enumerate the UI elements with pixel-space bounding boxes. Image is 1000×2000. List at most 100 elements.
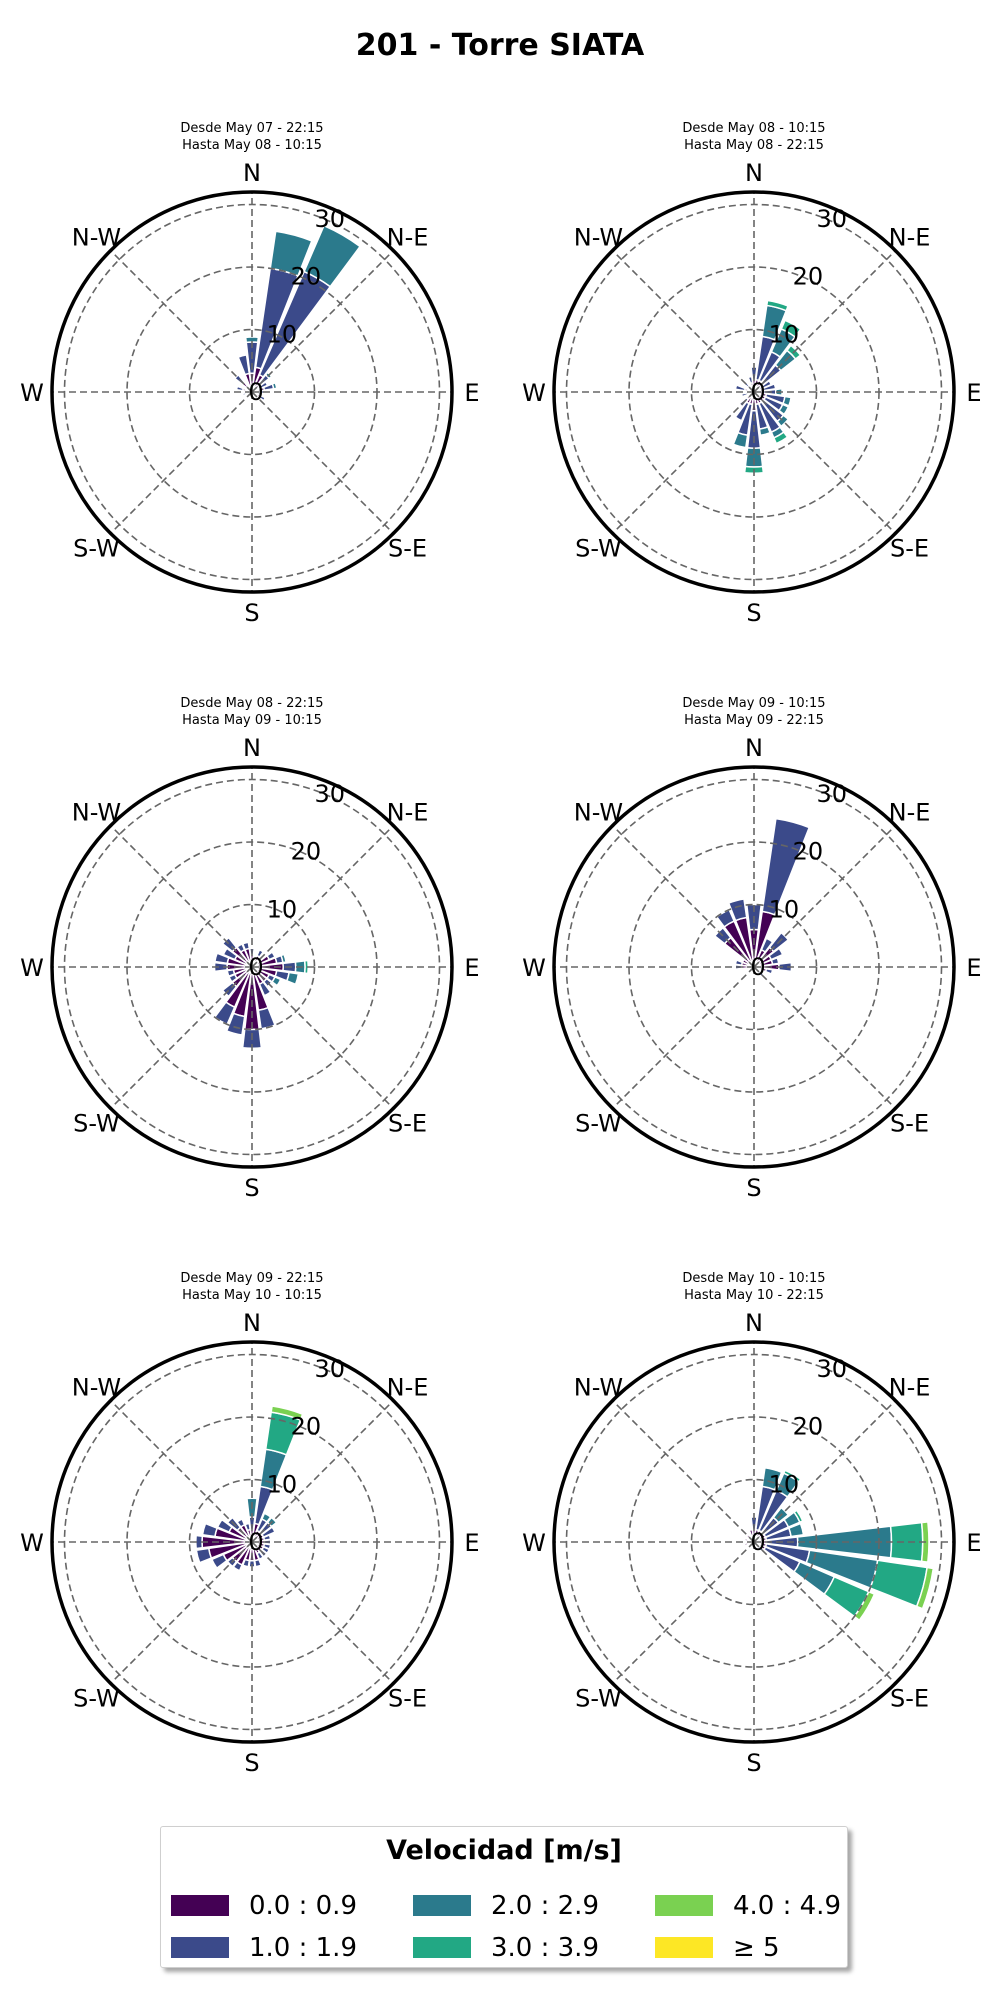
direction-label: S-E — [890, 535, 929, 563]
sector-bar — [225, 1012, 246, 1036]
sector-bar — [765, 299, 790, 312]
legend: Velocidad [m/s] 0.0 : 0.9 1.0 : 1.9 2.0 … — [160, 1826, 848, 1968]
sector-bar — [255, 948, 265, 959]
sector-bar — [793, 1509, 804, 1524]
direction-label: W — [20, 379, 44, 407]
panel-subtitle: Desde May 09 - 10:15 Hasta May 09 - 22:15 — [514, 695, 994, 729]
sector-bar — [271, 381, 278, 390]
angular-gridline — [612, 825, 755, 968]
direction-label: S — [746, 1749, 761, 1777]
sector-bar — [213, 961, 229, 973]
radial-gridline — [690, 328, 818, 456]
panel-desde-label: Desde May 10 - 10:15 — [682, 1271, 826, 1286]
sector-bar — [748, 1528, 755, 1543]
direction-label: N-W — [72, 798, 121, 826]
legend-label: 2.0 : 2.9 — [491, 1891, 599, 1921]
panel-hasta-label: Hasta May 09 - 22:15 — [684, 713, 824, 728]
sector-bar — [732, 431, 749, 449]
panel-subtitle: Desde May 07 - 22:15 Hasta May 08 - 10:15 — [12, 120, 492, 154]
direction-label: S — [746, 1174, 761, 1202]
direction-label: N-E — [387, 223, 429, 251]
radial-gridline — [690, 1478, 818, 1606]
sector-bar — [270, 1405, 304, 1421]
angular-gridline — [110, 391, 253, 534]
radial-tick-label: 30 — [314, 205, 345, 233]
radial-tick-label: 20 — [793, 263, 824, 291]
direction-label: E — [464, 954, 479, 982]
radial-tick-label: 10 — [769, 1470, 800, 1498]
direction-label: S-E — [388, 1685, 427, 1713]
direction-label: W — [20, 1529, 44, 1557]
sector-bar — [271, 975, 282, 987]
windrose-svg: 0 10 20 30 N N-E E S-E S S-W W N-W — [522, 160, 981, 627]
direction-label: S-E — [890, 1110, 929, 1138]
radial-tick-label: 0 — [750, 953, 765, 981]
windrose-panel-3: Desde May 08 - 22:15 Hasta May 09 - 10:15… — [12, 695, 492, 1215]
legend-swatch — [655, 1895, 713, 1916]
radial-tick-label: 30 — [816, 1355, 847, 1383]
direction-label: N — [243, 160, 261, 187]
sector-bar — [248, 1559, 256, 1568]
panel-subtitle: Desde May 08 - 10:15 Hasta May 08 - 22:15 — [514, 120, 994, 154]
sector-bar — [772, 431, 789, 445]
legend-label: 0.0 : 0.9 — [249, 1891, 357, 1921]
panel-desde-label: Desde May 08 - 22:15 — [180, 696, 324, 711]
direction-label: S — [244, 1749, 259, 1777]
radial-gridline — [188, 328, 316, 456]
direction-label: W — [522, 954, 546, 982]
windrose-svg: 0 10 20 30 N N-E E S-E S S-W W N-W — [522, 735, 981, 1202]
panel-desde-label: Desde May 09 - 22:15 — [180, 1271, 324, 1286]
direction-label: E — [966, 1529, 981, 1557]
direction-label: S-W — [575, 535, 622, 563]
direction-label: S-E — [388, 535, 427, 563]
direction-label: N-W — [574, 1373, 623, 1401]
radial-tick-label: 20 — [291, 1413, 322, 1441]
radial-tick-label: 10 — [267, 1470, 298, 1498]
direction-label: E — [966, 954, 981, 982]
sector-bar — [303, 959, 310, 975]
legend-label: 3.0 : 3.9 — [491, 1933, 599, 1963]
sector-bar — [244, 1522, 252, 1532]
sector-bar — [235, 385, 245, 392]
windrose-svg: 0 10 20 30 N N-E E S-E S S-W W N-W — [20, 735, 479, 1202]
angular-gridline — [251, 1400, 394, 1543]
sector-bar — [258, 980, 272, 997]
sector-bar — [195, 1547, 213, 1564]
legend-label: 4.0 : 4.9 — [733, 1891, 841, 1921]
sector-bar — [780, 319, 802, 338]
radial-tick-label: 10 — [769, 895, 800, 923]
radial-tick-label: 20 — [793, 1413, 824, 1441]
direction-label: W — [522, 1529, 546, 1557]
sector-bar — [776, 414, 790, 428]
direction-label: N — [745, 735, 763, 762]
figure-title: 201 - Torre SIATA — [355, 28, 645, 63]
sector-bars — [233, 224, 362, 402]
radial-gridline — [188, 903, 316, 1031]
direction-label: E — [966, 379, 981, 407]
sector-bar — [241, 941, 251, 951]
radial-tick-label: 30 — [816, 780, 847, 808]
direction-label: N-W — [72, 1373, 121, 1401]
direction-label: E — [464, 379, 479, 407]
polar-frame — [552, 1340, 956, 1744]
sector-bar — [760, 937, 774, 954]
sector-bar — [244, 336, 260, 344]
legend-label: 1.0 : 1.9 — [249, 1933, 357, 1963]
sector-bar — [782, 395, 792, 407]
sector-bar — [210, 1553, 228, 1570]
panel-hasta-label: Hasta May 10 - 22:15 — [684, 1288, 824, 1303]
radial-tick-label: 20 — [793, 838, 824, 866]
direction-label: S-W — [575, 1110, 622, 1138]
angular-gridline — [753, 1541, 896, 1684]
panel-hasta-label: Hasta May 08 - 22:15 — [684, 138, 824, 153]
sector-bar — [778, 403, 790, 416]
direction-label: S-E — [388, 1110, 427, 1138]
sector-bar — [201, 1522, 219, 1538]
angular-gridline — [110, 966, 253, 1109]
panel-desde-label: Desde May 07 - 22:15 — [180, 121, 324, 136]
sector-bars — [732, 299, 802, 474]
sector-bar — [241, 392, 248, 397]
sector-bar — [236, 1518, 246, 1528]
windrose-panel-1: Desde May 07 - 22:15 Hasta May 08 - 10:15… — [12, 120, 492, 640]
sector-bar — [740, 392, 750, 398]
